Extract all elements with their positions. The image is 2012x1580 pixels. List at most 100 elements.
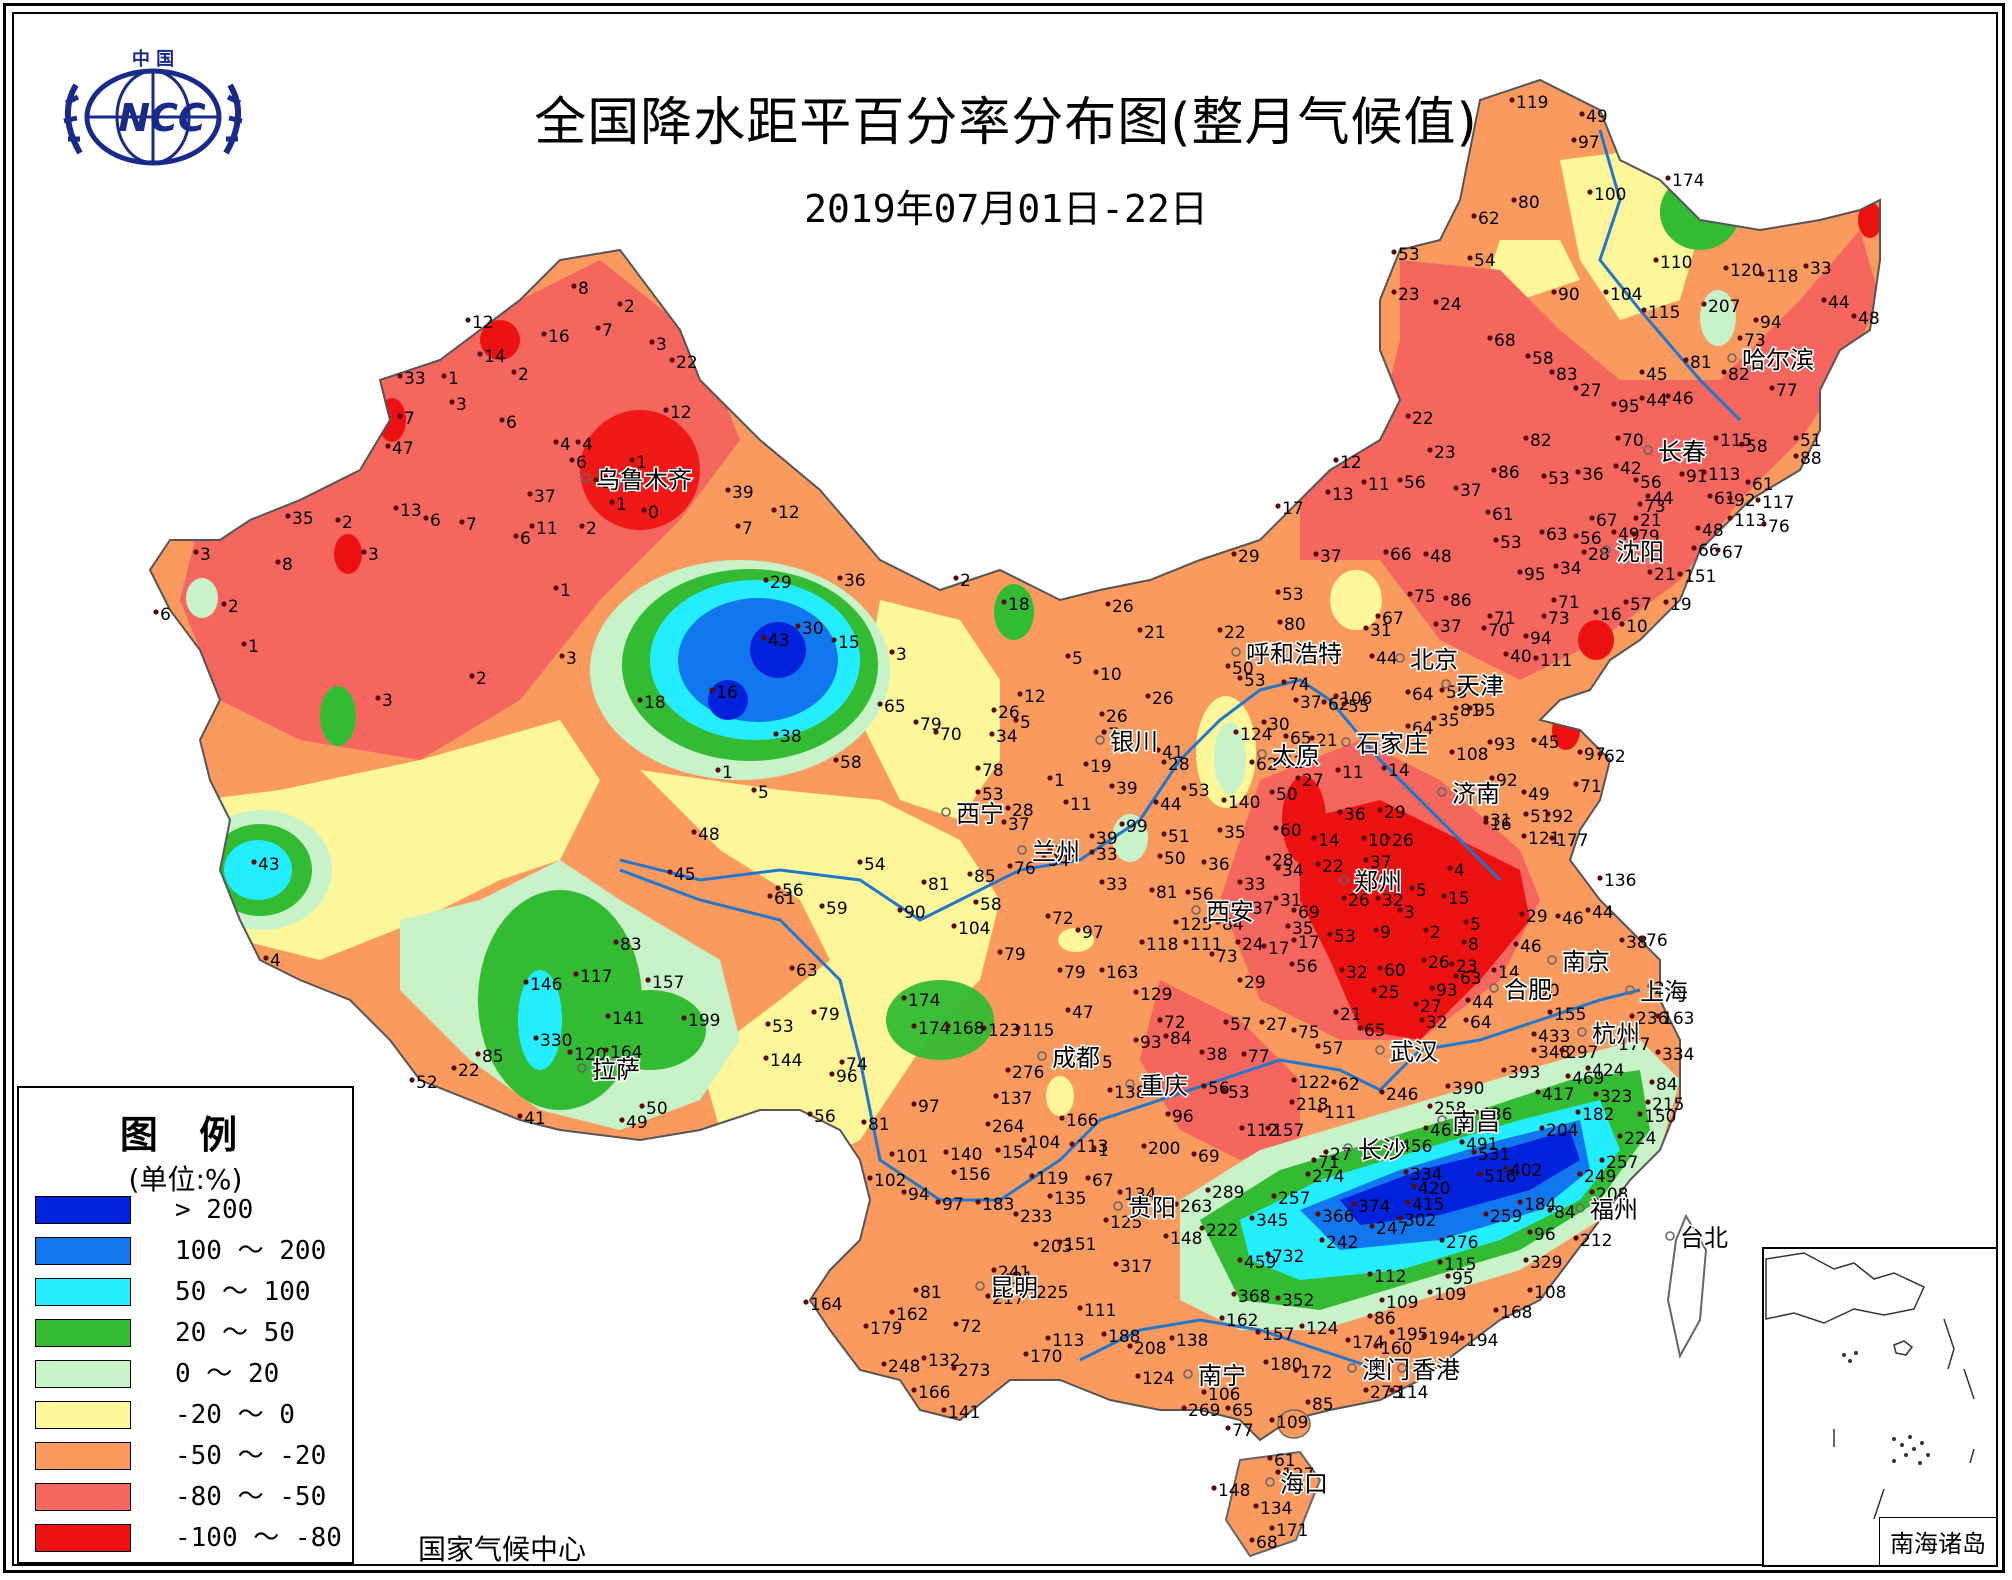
station-value: 108 bbox=[1456, 745, 1488, 765]
station-dot bbox=[1541, 613, 1547, 619]
station-marker: 37 bbox=[1293, 693, 1322, 713]
station-marker: 34 bbox=[989, 727, 1018, 747]
legend-item: > 200 bbox=[35, 1192, 345, 1228]
legend-swatch bbox=[35, 1442, 131, 1470]
station-dot bbox=[1701, 469, 1707, 475]
station-value: 65 bbox=[1290, 729, 1312, 749]
station-dot bbox=[1713, 435, 1719, 441]
station-dot bbox=[1793, 453, 1799, 459]
station-dot bbox=[1645, 493, 1651, 499]
station-value: 95 bbox=[1618, 397, 1640, 417]
station-dot bbox=[1277, 619, 1283, 625]
station-marker: 10 bbox=[1093, 665, 1122, 685]
station-dot bbox=[1745, 479, 1751, 485]
station-value: 95 bbox=[1474, 701, 1496, 721]
station-value: 12 bbox=[1340, 453, 1362, 473]
station-dot bbox=[1443, 595, 1449, 601]
station-marker: 44 bbox=[1821, 293, 1850, 313]
station-dot bbox=[1341, 701, 1347, 707]
station-marker: 70 bbox=[1615, 431, 1644, 451]
station-marker: 80 bbox=[1277, 615, 1306, 635]
station-marker: 62 bbox=[1471, 209, 1500, 229]
station-dot bbox=[1145, 693, 1151, 699]
legend-swatch bbox=[35, 1360, 131, 1388]
station-dot bbox=[1653, 257, 1659, 263]
station-value: 83 bbox=[1556, 365, 1578, 385]
station-dot bbox=[1467, 705, 1473, 711]
station-dot bbox=[877, 701, 883, 707]
station-dot bbox=[1453, 705, 1459, 711]
station-value: 48 bbox=[1702, 521, 1724, 541]
station-value: 53 bbox=[1500, 533, 1522, 553]
station-dot bbox=[1363, 625, 1369, 631]
station-marker: 151 bbox=[1677, 567, 1716, 587]
station-marker: 26 bbox=[1099, 707, 1128, 727]
station-value: 92 bbox=[1734, 491, 1756, 511]
station-marker: 97 bbox=[1577, 745, 1606, 765]
station-dot bbox=[1793, 435, 1799, 441]
station-dot bbox=[1231, 551, 1237, 557]
station-marker: 46 bbox=[1665, 389, 1694, 409]
station-dot bbox=[1383, 549, 1389, 555]
legend-item: 50 ～ 100 bbox=[35, 1274, 345, 1310]
station-dot bbox=[1275, 503, 1281, 509]
station-dot bbox=[1541, 473, 1547, 479]
station-value: 51 bbox=[1800, 431, 1822, 451]
station-marker: 44 bbox=[1645, 489, 1674, 509]
station-marker: 67 bbox=[1589, 511, 1618, 531]
station-marker: 26 bbox=[1105, 597, 1134, 617]
station-dot bbox=[1525, 353, 1531, 359]
legend-label: 0 ～ 20 bbox=[175, 1359, 280, 1389]
station-marker: 111 bbox=[1533, 651, 1572, 671]
station-dot bbox=[1761, 521, 1767, 527]
station-value: 79 bbox=[920, 715, 942, 735]
station-value: 22 bbox=[1224, 623, 1246, 643]
station-marker: 86 bbox=[1443, 591, 1472, 611]
legend-label: > 200 bbox=[175, 1195, 254, 1225]
station-dot bbox=[1727, 515, 1733, 521]
station-value: 110 bbox=[1660, 253, 1692, 273]
date-range: 2019年07月01日-22日 bbox=[804, 187, 1208, 231]
station-value: 73 bbox=[1548, 609, 1570, 629]
station-marker: 49 bbox=[1579, 107, 1608, 127]
station-marker: 80 bbox=[1511, 193, 1540, 213]
station-marker: 113 bbox=[1701, 465, 1740, 485]
station-dot bbox=[1573, 533, 1579, 539]
legend-swatch bbox=[35, 1278, 131, 1306]
station-marker: 5 bbox=[1013, 713, 1031, 733]
station-value: 11 bbox=[1368, 475, 1390, 495]
station-dot bbox=[1851, 313, 1857, 319]
station-dot bbox=[1523, 435, 1529, 441]
station-marker: 24 bbox=[1433, 295, 1462, 315]
station-marker: 120 bbox=[1723, 261, 1762, 281]
station-marker: 88 bbox=[1793, 449, 1822, 469]
station-marker: 83 bbox=[1549, 365, 1578, 385]
station-value: 58 bbox=[1532, 349, 1554, 369]
station-marker: 62 bbox=[1321, 695, 1350, 715]
station-value: 12 bbox=[1024, 687, 1046, 707]
station-marker: 34 bbox=[1553, 559, 1582, 579]
station-value: 24 bbox=[1440, 295, 1462, 315]
station-dot bbox=[1665, 175, 1671, 181]
station-value: 53 bbox=[1282, 585, 1304, 605]
legend-item: -20 ～ 0 bbox=[35, 1397, 345, 1433]
station-marker: 5 bbox=[1065, 649, 1083, 669]
station-value: 45 bbox=[1538, 733, 1560, 753]
station-marker: 53 bbox=[1493, 533, 1522, 553]
station-dot bbox=[1471, 213, 1477, 219]
station-value: 17 bbox=[1282, 499, 1304, 519]
station-marker: 13 bbox=[1325, 485, 1354, 505]
station-marker: 56 bbox=[1573, 529, 1602, 549]
station-dot bbox=[1691, 545, 1697, 551]
legend-label: -100 ～ -80 bbox=[175, 1523, 342, 1553]
station-value: 34 bbox=[996, 727, 1018, 747]
station-value: 56 bbox=[1404, 473, 1426, 493]
station-dot bbox=[1361, 479, 1367, 485]
station-marker: 21 bbox=[1647, 565, 1676, 585]
station-dot bbox=[913, 719, 919, 725]
station-marker: 65 bbox=[877, 697, 906, 717]
station-dot bbox=[1593, 609, 1599, 615]
station-marker: 53 bbox=[1541, 469, 1570, 489]
station-value: 50 bbox=[1232, 659, 1254, 679]
